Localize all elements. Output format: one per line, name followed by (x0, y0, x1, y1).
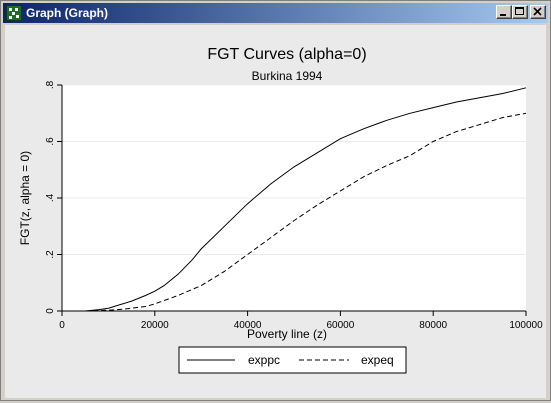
window-title: Graph (Graph) (26, 6, 109, 20)
minimize-button[interactable] (496, 5, 512, 19)
maximize-button[interactable] (512, 5, 528, 19)
y-tick-label: .6 (45, 137, 56, 146)
close-button[interactable] (530, 5, 546, 19)
legend-label-expeq: expeq (361, 353, 394, 367)
minimize-icon (500, 14, 506, 16)
maximize-icon (515, 7, 524, 15)
y-tick-label: .4 (45, 193, 56, 202)
legend: exppc expeq (178, 346, 407, 374)
x-tick-label: 60000 (326, 320, 354, 331)
gridlines (62, 84, 526, 255)
chart-title: FGT Curves (alpha=0) (207, 46, 366, 63)
graph-canvas: FGT Curves (alpha=0) Burkina 1994 0 .2 .4.… (5, 25, 546, 398)
x-axis-ticks: 0 20000 40000 60000 80000 100000 (59, 311, 543, 331)
y-axis-ticks: 0 .2 .4 .6 .8 (45, 80, 62, 314)
series-group (85, 87, 527, 312)
chart-subtitle: Burkina 1994 (252, 69, 323, 83)
legend-label-exppc: exppc (248, 353, 280, 367)
y-tick-label: 0 (45, 308, 56, 314)
x-tick-label: 20000 (141, 320, 169, 331)
y-tick-label: .8 (45, 80, 56, 89)
close-icon (533, 7, 542, 16)
y-tick-label: .2 (45, 250, 56, 259)
x-tick-label: 40000 (234, 320, 262, 331)
graph-app-icon (6, 5, 22, 21)
series-line-expeq (85, 112, 527, 312)
x-tick-label: 100000 (509, 320, 543, 331)
x-axis-label: Poverty line (z) (247, 327, 327, 341)
y-axis-label: FGT(z, alpha = 0) (18, 151, 32, 245)
series-line-exppc (85, 87, 527, 312)
window-controls (496, 5, 546, 19)
x-tick-label: 0 (59, 320, 65, 331)
x-tick-label: 80000 (419, 320, 447, 331)
fgt-chart: FGT Curves (alpha=0) Burkina 1994 0 .2 .4.… (5, 25, 546, 398)
title-bar[interactable]: Graph (Graph) (3, 3, 548, 23)
